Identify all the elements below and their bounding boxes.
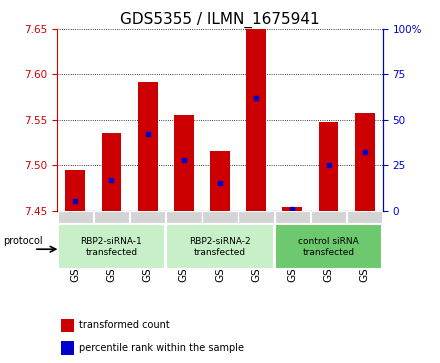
Bar xyxy=(355,113,375,211)
Text: percentile rank within the sample: percentile rank within the sample xyxy=(79,343,244,353)
Bar xyxy=(210,151,230,211)
Bar xyxy=(246,29,266,211)
Bar xyxy=(61,342,74,355)
Text: transformed count: transformed count xyxy=(79,321,170,330)
FancyBboxPatch shape xyxy=(166,211,202,223)
Text: control siRNA
transfected: control siRNA transfected xyxy=(298,237,359,257)
Bar xyxy=(102,133,121,211)
FancyBboxPatch shape xyxy=(166,224,274,269)
FancyBboxPatch shape xyxy=(58,211,93,223)
Text: protocol: protocol xyxy=(3,236,43,246)
Text: RBP2-siRNA-1
transfected: RBP2-siRNA-1 transfected xyxy=(81,237,143,257)
FancyBboxPatch shape xyxy=(275,224,382,269)
Bar xyxy=(174,115,194,211)
FancyBboxPatch shape xyxy=(275,211,310,223)
FancyBboxPatch shape xyxy=(347,211,382,223)
Bar xyxy=(138,82,158,211)
FancyBboxPatch shape xyxy=(94,211,129,223)
FancyBboxPatch shape xyxy=(238,211,274,223)
Bar xyxy=(319,122,338,211)
Bar xyxy=(66,170,85,211)
FancyBboxPatch shape xyxy=(58,224,165,269)
FancyBboxPatch shape xyxy=(202,211,238,223)
Text: RBP2-siRNA-2
transfected: RBP2-siRNA-2 transfected xyxy=(189,237,251,257)
FancyBboxPatch shape xyxy=(130,211,165,223)
Title: GDS5355 / ILMN_1675941: GDS5355 / ILMN_1675941 xyxy=(120,12,320,28)
FancyBboxPatch shape xyxy=(311,211,346,223)
Bar xyxy=(282,207,302,211)
Bar xyxy=(61,319,74,332)
